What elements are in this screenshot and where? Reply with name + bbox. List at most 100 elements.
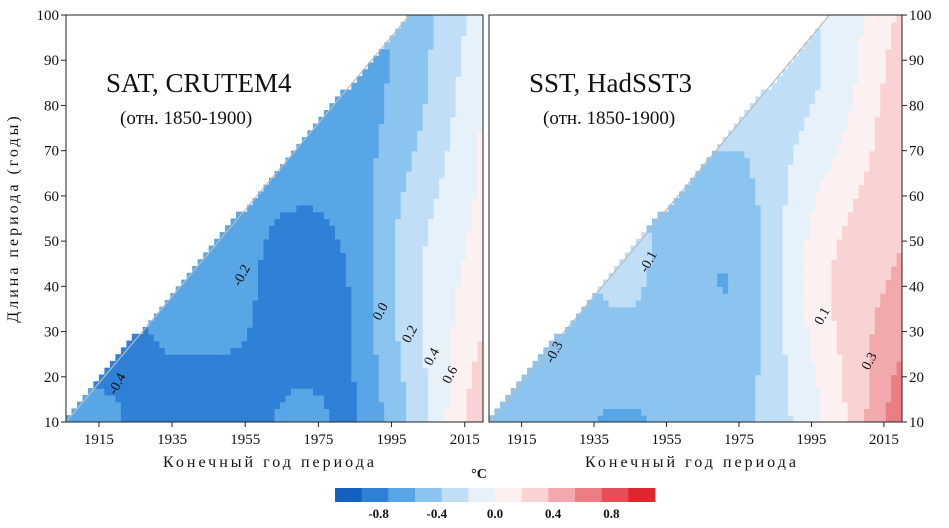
heatmap-cell: [477, 279, 483, 287]
heatmap-cell: [400, 150, 407, 159]
heatmap-cell: [153, 408, 160, 416]
heatmap-cell: [466, 76, 473, 84]
heatmap-cell: [586, 306, 593, 315]
heatmap-cell: [444, 82, 451, 91]
heatmap-cell: [842, 157, 849, 165]
heatmap-cell: [329, 374, 336, 382]
heatmap-cell: [406, 408, 413, 416]
heatmap-cell: [771, 232, 778, 240]
heatmap-cell: [766, 123, 773, 131]
heatmap-cell: [164, 327, 171, 335]
heatmap-cell: [312, 211, 319, 220]
heatmap-cell: [384, 279, 391, 287]
heatmap-cell: [406, 35, 413, 43]
heatmap-cell: [684, 245, 691, 253]
heatmap-cell: [652, 279, 658, 287]
heatmap-cell: [700, 340, 707, 348]
heatmap-cell: [444, 259, 451, 267]
heatmap-cell: [700, 415, 707, 422]
heatmap-cell: [570, 333, 577, 342]
heatmap-cell: [597, 374, 604, 382]
heatmap-cell: [285, 184, 292, 192]
heatmap-cell: [296, 143, 303, 152]
heatmap-cell: [630, 340, 637, 348]
heatmap-cell: [400, 130, 407, 138]
heatmap-cell: [395, 110, 402, 118]
heatmap-cell: [831, 272, 838, 281]
heatmap-cell: [192, 374, 199, 382]
heatmap-cell: [395, 76, 402, 84]
heatmap-cell: [312, 279, 319, 287]
heatmap-cell: [417, 286, 424, 294]
heatmap-cell: [820, 76, 827, 84]
heatmap-cell: [793, 306, 800, 315]
heatmap-cell: [301, 245, 308, 253]
heatmap-cell: [581, 415, 588, 422]
heatmap-cell: [537, 360, 544, 369]
heatmap-cell: [263, 381, 270, 389]
heatmap-cell: [312, 306, 319, 315]
heatmap-cell: [652, 347, 658, 355]
heatmap-cell: [263, 415, 270, 422]
heatmap-cell: [323, 286, 330, 294]
heatmap-cell: [641, 340, 648, 348]
heatmap-cell: [695, 272, 702, 281]
heatmap-cell: [684, 204, 691, 213]
heatmap-cell: [847, 198, 854, 206]
heatmap-cell: [263, 360, 270, 369]
heatmap-cell: [695, 245, 702, 253]
heatmap-cell: [247, 238, 254, 247]
heatmap-cell: [203, 272, 210, 281]
heatmap-cell: [570, 408, 577, 416]
heatmap-cell: [793, 177, 800, 186]
heatmap-cell: [662, 259, 669, 267]
heatmap-cell: [208, 347, 215, 355]
heatmap-cell: [755, 137, 762, 145]
heatmap-cell: [307, 279, 314, 287]
heatmap-cell: [554, 360, 561, 369]
heatmap-cell: [771, 103, 778, 111]
heatmap-cell: [711, 218, 718, 226]
heatmap-cell: [428, 218, 435, 226]
heatmap-cell: [131, 381, 138, 389]
heatmap-cell: [608, 401, 615, 409]
heatmap-cell: [836, 130, 843, 138]
heatmap-cell: [225, 401, 232, 409]
heatmap-cell: [592, 293, 599, 301]
heatmap-cell: [378, 110, 385, 118]
heatmap-cell: [793, 204, 800, 213]
heatmap-cell: [329, 123, 336, 131]
heatmap-cell: [455, 238, 462, 247]
heatmap-cell: [853, 15, 860, 23]
heatmap-cell: [652, 340, 658, 348]
heatmap-cell: [444, 272, 451, 281]
heatmap-cell: [690, 327, 697, 335]
heatmap-cell: [329, 408, 336, 416]
heatmap-cell: [252, 388, 259, 396]
heatmap-cell: [373, 279, 380, 287]
heatmap-cell: [847, 130, 854, 138]
heatmap-cell: [280, 225, 287, 233]
heatmap-cell: [395, 164, 402, 172]
heatmap-cell: [755, 293, 762, 301]
heatmap-cell: [433, 96, 440, 104]
heatmap-cell: [159, 347, 166, 355]
heatmap-cell: [847, 116, 854, 125]
heatmap-cell: [466, 171, 473, 179]
heatmap-cell: [450, 238, 457, 247]
heatmap-cell: [711, 408, 718, 416]
heatmap-cell: [422, 204, 429, 213]
heatmap-cell: [842, 21, 849, 30]
heatmap-cell: [203, 388, 210, 396]
heatmap-cell: [318, 279, 325, 287]
heatmap-cell: [472, 191, 479, 199]
heatmap-cell: [395, 327, 402, 335]
heatmap-cell: [787, 259, 794, 267]
heatmap-cell: [673, 272, 680, 281]
heatmap-cell: [450, 320, 457, 328]
heatmap-cell: [461, 82, 468, 91]
heatmap-cell: [444, 415, 451, 422]
heatmap-cell: [181, 408, 188, 416]
heatmap-cell: [728, 327, 735, 335]
heatmap-cell: [472, 333, 479, 342]
